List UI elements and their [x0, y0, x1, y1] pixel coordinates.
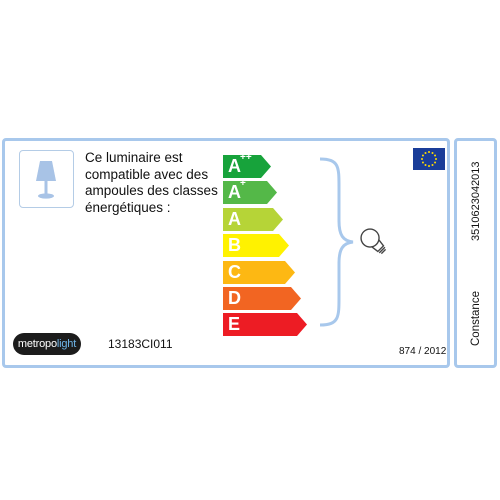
- energy-class-letter: A: [228, 182, 241, 203]
- product-name: Constance: [470, 291, 482, 346]
- energy-class-letter: B: [228, 235, 241, 256]
- eu-star: [428, 151, 430, 153]
- eu-star: [435, 158, 437, 160]
- energy-class-arrow: D: [223, 287, 301, 310]
- curly-brace-icon: [319, 157, 354, 327]
- energy-class-letter: A: [228, 156, 241, 176]
- energy-class-arrow: A: [223, 207, 283, 231]
- eu-star: [431, 164, 434, 167]
- energy-label-panel: Ce luminaire est compatible avec des amp…: [2, 138, 450, 368]
- energy-class-letter: D: [228, 288, 241, 308]
- product-side-panel: 3510623042013 Constance: [454, 138, 497, 368]
- energy-class-letter: A: [228, 208, 241, 229]
- regulation-number: 874 / 2012: [399, 346, 447, 357]
- energy-class-arrow: A ++: [223, 152, 271, 178]
- energy-class-letter: E: [228, 314, 241, 335]
- brand-logo-text: metropo: [17, 338, 57, 350]
- eu-star: [434, 154, 437, 157]
- eu-star: [421, 161, 424, 164]
- energy-class-scale: A ++ A + A B C D E: [223, 152, 313, 341]
- light-bulb-icon: [360, 228, 387, 255]
- brand-logo: metropolight: [13, 333, 81, 355]
- eu-star: [428, 165, 430, 167]
- energy-class-arrow: C: [223, 260, 295, 284]
- brand-logo-accent: light: [56, 338, 77, 350]
- energy-class-letter: C: [228, 261, 241, 282]
- compatibility-text: Ce luminaire est compatible avec des amp…: [85, 150, 218, 215]
- energy-class-superscript: ++: [240, 152, 252, 163]
- energy-class-arrow: E: [223, 313, 307, 337]
- table-lamp-icon: [19, 150, 74, 208]
- energy-class-arrow: A +: [223, 178, 277, 205]
- eu-star: [421, 154, 424, 157]
- eu-star: [431, 151, 434, 154]
- energy-class-superscript: +: [240, 178, 246, 190]
- eu-star: [434, 161, 437, 164]
- eu-star: [424, 164, 427, 167]
- energy-class-arrow: B: [223, 234, 289, 258]
- eu-flag-icon: [413, 148, 445, 170]
- eu-star: [424, 151, 427, 154]
- ean-code: 3510623042013: [470, 161, 482, 241]
- model-code: 13183CI011: [108, 337, 173, 351]
- eu-star: [421, 158, 423, 160]
